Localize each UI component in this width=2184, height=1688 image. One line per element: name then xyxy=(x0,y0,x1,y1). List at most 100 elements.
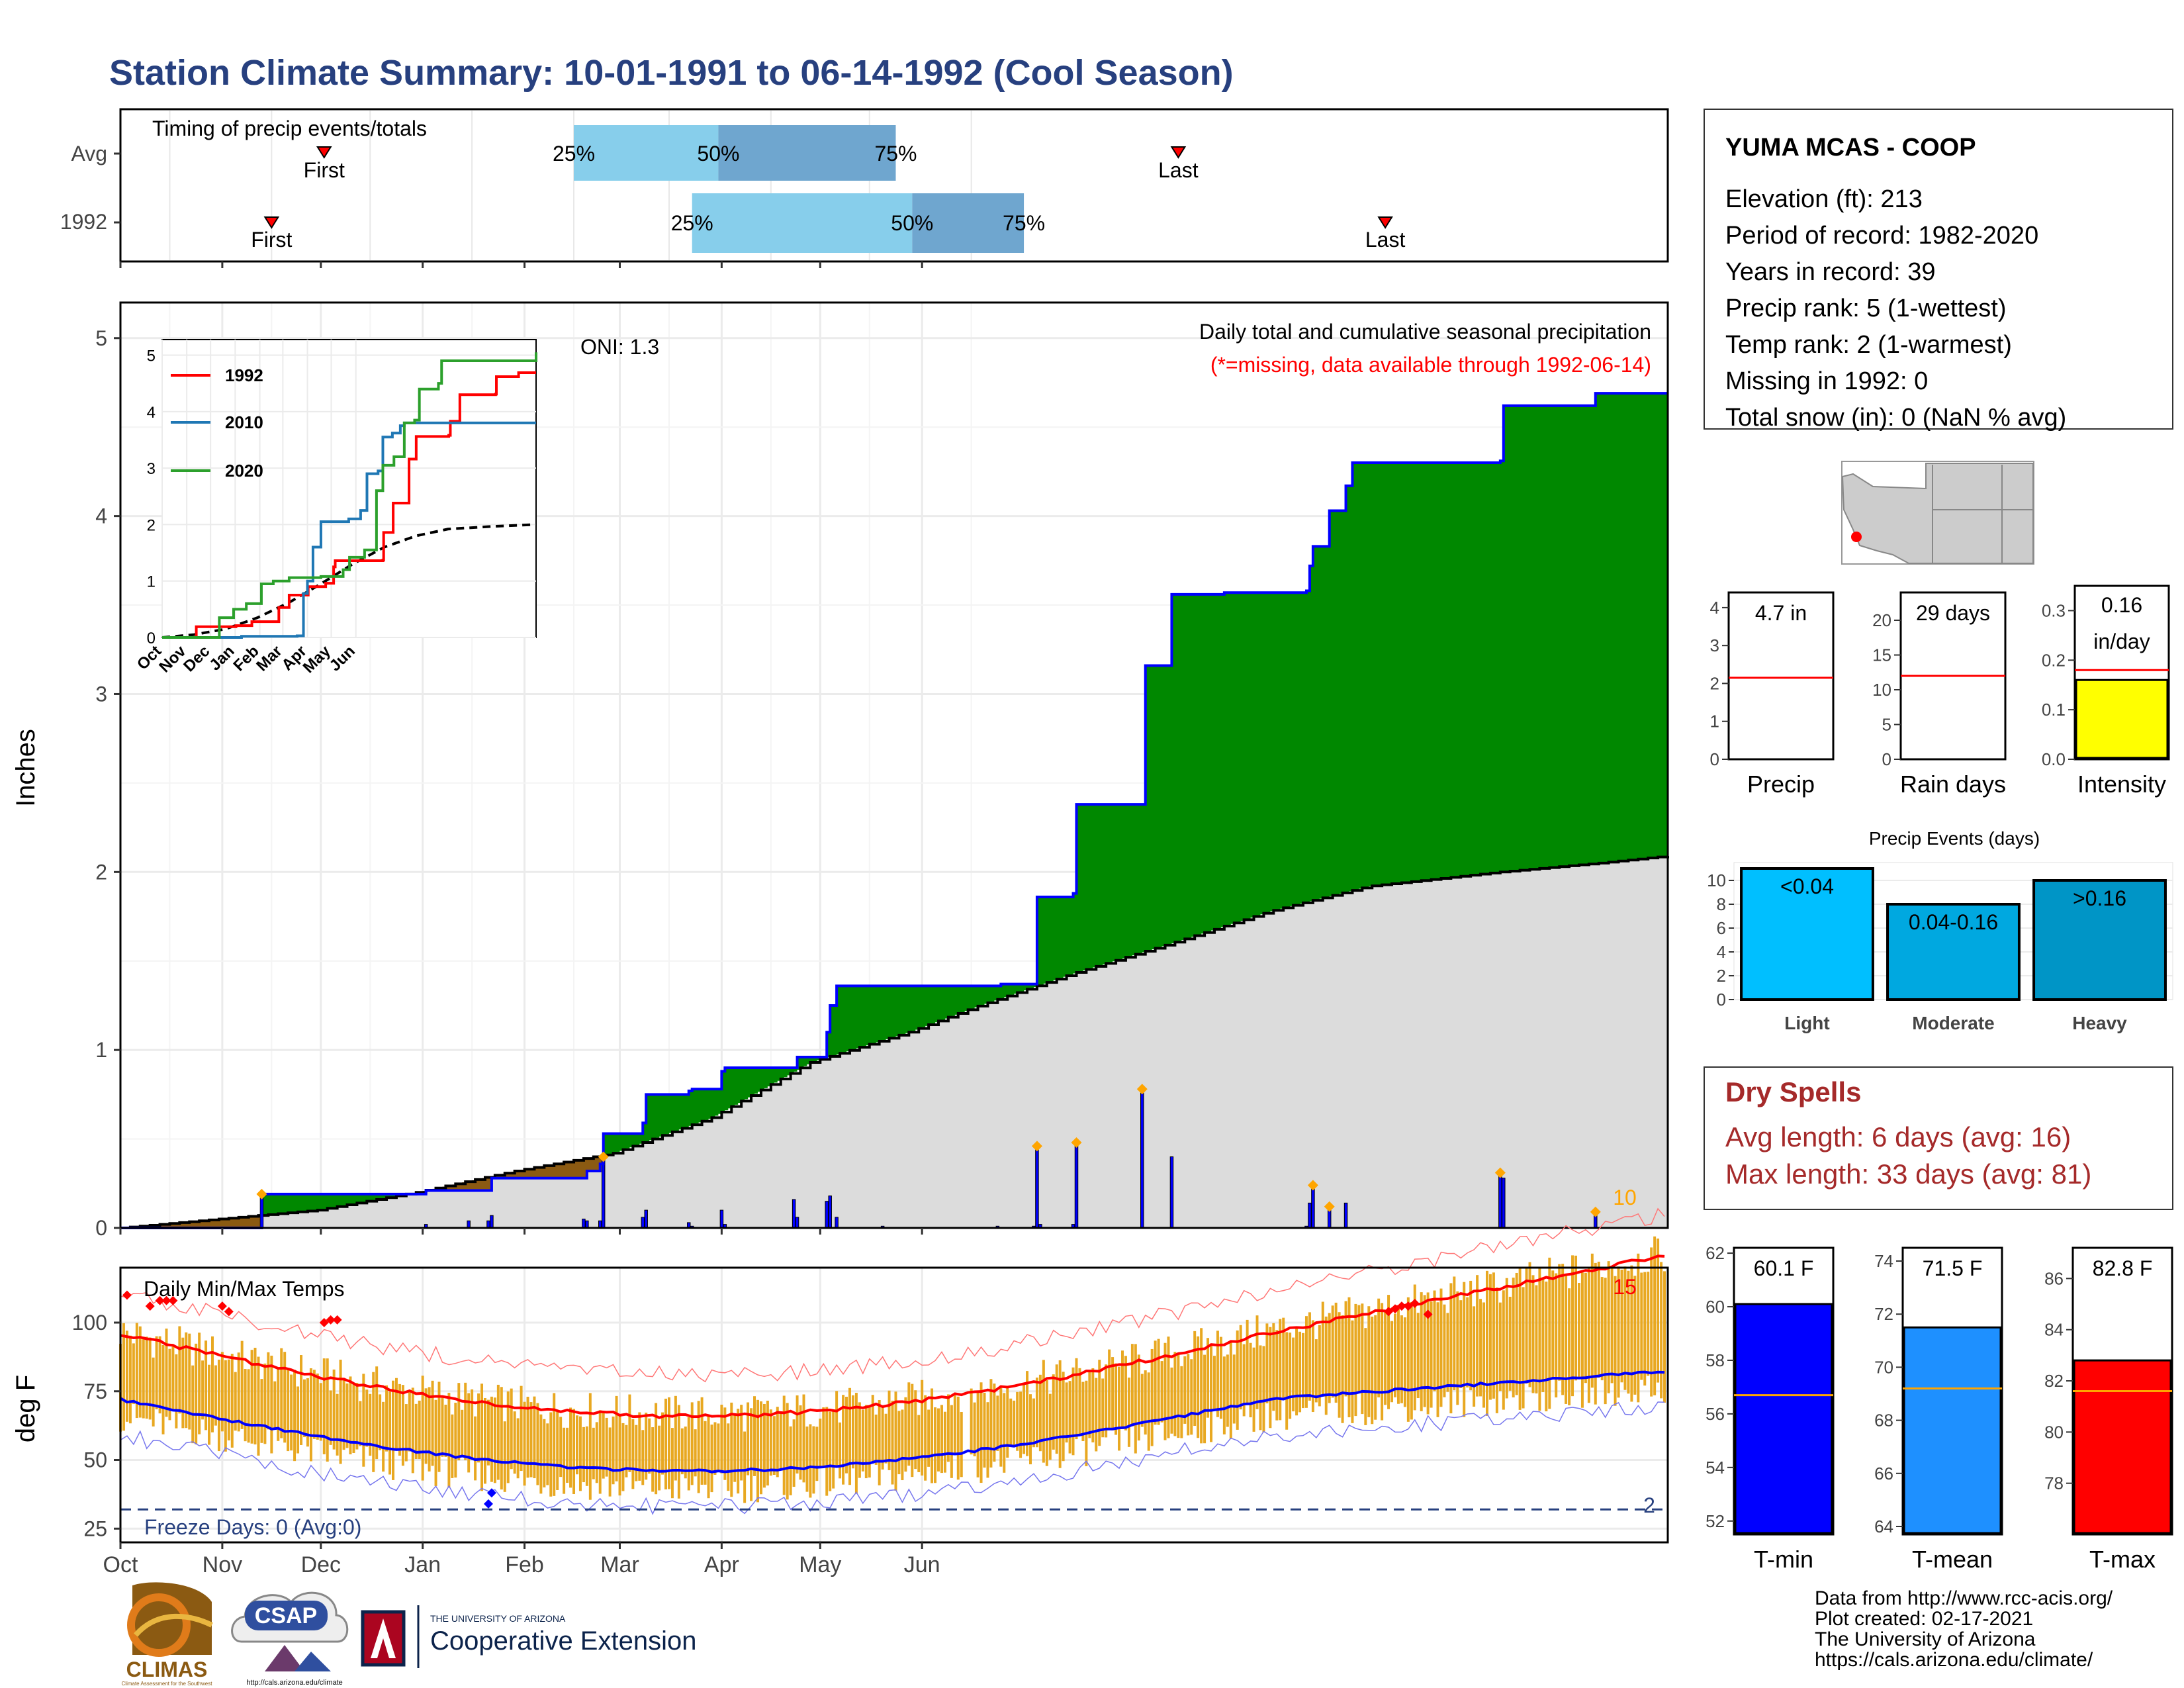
daily-temp-range-bar xyxy=(132,1343,135,1405)
daily-temp-range-bar xyxy=(743,1431,747,1503)
daily-temp-range-bar xyxy=(454,1403,457,1478)
daily-temp-range-bar xyxy=(730,1402,733,1497)
t-mean-y-tick-label: 64 xyxy=(1874,1517,1893,1536)
daily-precip-bar xyxy=(1594,1215,1598,1229)
year-50-75-bar xyxy=(912,193,1024,253)
daily-temp-range-bar xyxy=(125,1331,128,1422)
daily-temp-range-bar xyxy=(1190,1359,1193,1435)
daily-temp-range-bar xyxy=(1252,1347,1255,1432)
daily-temp-range-bar xyxy=(740,1405,743,1481)
daily-temp-range-bar xyxy=(1574,1255,1577,1381)
daily-temp-range-bar xyxy=(1318,1325,1321,1407)
csap-mountain-shape xyxy=(265,1645,304,1671)
daily-temp-range-bar xyxy=(1535,1285,1538,1394)
daily-temp-range-bar xyxy=(989,1379,993,1468)
daily-temp-range-bar xyxy=(1374,1315,1377,1420)
daily-temp-range-bar xyxy=(641,1430,645,1485)
daily-temp-range-bar xyxy=(1657,1239,1660,1383)
daily-temp-range-bar xyxy=(1384,1311,1387,1405)
avg-25-label: 25% xyxy=(553,142,595,165)
csap-logo: CSAP http://cals.arizona.edu/climate xyxy=(231,1591,349,1687)
daily-temp-range-bar xyxy=(635,1425,638,1481)
main-y-axis: 0 1 2 3 4 5 xyxy=(95,326,923,1240)
t-max-y-tick-label: 82 xyxy=(2044,1371,2064,1391)
daily-temp-range-bar xyxy=(441,1397,444,1457)
daily-temp-range-bar xyxy=(615,1395,618,1481)
daily-temp-range-bar xyxy=(237,1352,240,1432)
temp-y-axis: 25 50 75 100 xyxy=(72,1311,120,1540)
daily-temp-range-bar xyxy=(1249,1342,1252,1418)
precip-events-chart: Precip Events (days) 0 2 4 6 8 10 <0.04 Light 0.… xyxy=(1703,816,2173,1044)
daily-temp-range-bar xyxy=(1423,1295,1426,1407)
daily-temp-range-bar xyxy=(316,1373,319,1440)
daily-temp-range-bar xyxy=(1108,1349,1111,1430)
daily-temp-range-bar xyxy=(878,1400,881,1485)
daily-temp-range-bar xyxy=(1038,1374,1042,1452)
avg-last-label: Last xyxy=(1158,158,1199,182)
daily-temp-range-bar xyxy=(1449,1283,1453,1414)
climas-logo: CLIMAS Climate Assessment for the Southw… xyxy=(122,1582,213,1687)
daily-temp-range-bar xyxy=(970,1388,973,1455)
daily-temp-range-bar xyxy=(1531,1275,1535,1393)
year-25-50-bar xyxy=(692,193,913,253)
timing-row-avg-label: Avg xyxy=(71,142,107,165)
legend-2010-label: 2010 xyxy=(225,412,263,432)
daily-temp-range-bar xyxy=(769,1409,772,1476)
month-tick-label: Dec xyxy=(301,1552,341,1577)
daily-temp-range-bar xyxy=(247,1369,250,1443)
t-max-value-bar xyxy=(2073,1359,2172,1534)
daily-temp-range-bar xyxy=(664,1398,667,1489)
daily-temp-range-bar xyxy=(1420,1292,1423,1411)
timing-label: Timing of precip events/totals xyxy=(152,117,427,140)
daily-temp-range-bar xyxy=(1394,1313,1396,1397)
ua-line2: Cooperative Extension xyxy=(430,1626,696,1656)
daily-temp-range-bar xyxy=(796,1395,799,1474)
daily-temp-range-bar xyxy=(1482,1302,1486,1408)
daily-temp-range-bar xyxy=(1055,1364,1058,1454)
above-normal-area xyxy=(261,393,1668,1215)
daily-temp-range-bar xyxy=(1298,1331,1302,1413)
daily-temp-range-bar xyxy=(618,1413,621,1496)
daily-temp-range-bar xyxy=(1232,1354,1236,1424)
daily-temp-range-bar xyxy=(352,1383,355,1453)
daily-temp-range-bar xyxy=(950,1405,953,1478)
hot-day-marker xyxy=(145,1301,155,1311)
daily-temp-range-bar xyxy=(960,1412,963,1477)
daily-temp-range-bar xyxy=(244,1369,247,1442)
daily-temp-range-bar xyxy=(1347,1297,1351,1418)
daily-temp-range-bar xyxy=(263,1363,267,1444)
daily-temp-range-bar xyxy=(559,1417,563,1477)
daily-temp-range-bar xyxy=(829,1411,832,1491)
daily-temp-range-bar xyxy=(195,1343,198,1444)
csap-mountain-shape-2 xyxy=(295,1652,331,1671)
daily-precip-bar xyxy=(719,1209,724,1229)
precip-main-panel: 0 1 2 3 4 5 Inches Daily total and cumulative… xyxy=(11,301,1669,1240)
daily-temp-range-bar xyxy=(1548,1257,1551,1409)
daily-temp-range-bar xyxy=(1226,1354,1229,1427)
t-min-y-tick-label: 52 xyxy=(1706,1511,1725,1531)
daily-precip-bar xyxy=(582,1219,586,1229)
csap-badge xyxy=(245,1601,328,1630)
daily-temp-range-bar xyxy=(362,1374,365,1467)
t-min-y-tick-label: 60 xyxy=(1706,1297,1725,1317)
daily-temp-range-bar xyxy=(772,1416,776,1476)
daily-temp-range-bar xyxy=(1381,1303,1384,1421)
daily-temp-range-bar xyxy=(680,1428,684,1475)
csap-url: http://cals.arizona.edu/climate xyxy=(246,1679,343,1687)
daily-temp-range-bar xyxy=(1282,1317,1285,1400)
inset-y-tick-label: 3 xyxy=(147,460,156,478)
footer: Data from http://www.rcc-acis.org/ Plot … xyxy=(1815,1587,2113,1671)
daily-precip-bar xyxy=(1140,1088,1144,1229)
daily-precip-bar xyxy=(644,1209,648,1229)
daily-temp-range-bar xyxy=(270,1355,273,1454)
daily-temp-range-bar xyxy=(1565,1274,1568,1404)
daily-temp-range-bar xyxy=(490,1396,493,1482)
csap-text: CSAP xyxy=(255,1603,317,1628)
temp-y-tick-label: 25 xyxy=(83,1517,107,1540)
hot-day-marker xyxy=(1423,1309,1433,1319)
daily-temp-range-bar xyxy=(1269,1327,1272,1429)
daily-temp-range-bar xyxy=(1607,1261,1610,1393)
events-bar-label: >0.16 xyxy=(2073,886,2126,910)
daily-temp-range-bar xyxy=(1584,1272,1587,1383)
daily-temp-range-bar xyxy=(1265,1323,1269,1403)
